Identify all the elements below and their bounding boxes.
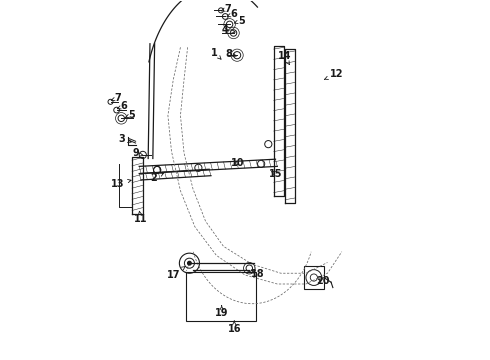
Text: 14: 14 [278,51,291,64]
Text: 2: 2 [150,173,164,183]
Text: 5: 5 [234,16,245,26]
Text: 8: 8 [225,49,236,59]
Text: 16: 16 [227,321,241,334]
Text: 7: 7 [111,93,121,103]
Text: 3: 3 [118,134,131,144]
Text: 6: 6 [117,101,127,111]
Text: 11: 11 [134,211,148,224]
Text: 6: 6 [227,9,237,19]
Text: 17: 17 [167,266,185,280]
Text: 5: 5 [125,110,135,120]
Text: 7: 7 [221,4,231,14]
Text: 10: 10 [231,158,245,168]
Text: 1: 1 [211,48,221,59]
Bar [304,266,324,289]
Text: 9: 9 [132,148,143,158]
Circle shape [188,261,191,265]
Text: 4: 4 [222,25,235,35]
Text: 15: 15 [269,168,282,179]
Text: 19: 19 [215,306,228,318]
Text: 20: 20 [317,276,330,286]
Text: 18: 18 [251,269,265,279]
Text: 13: 13 [111,179,131,189]
Text: 12: 12 [324,69,343,80]
Bar [186,272,256,320]
